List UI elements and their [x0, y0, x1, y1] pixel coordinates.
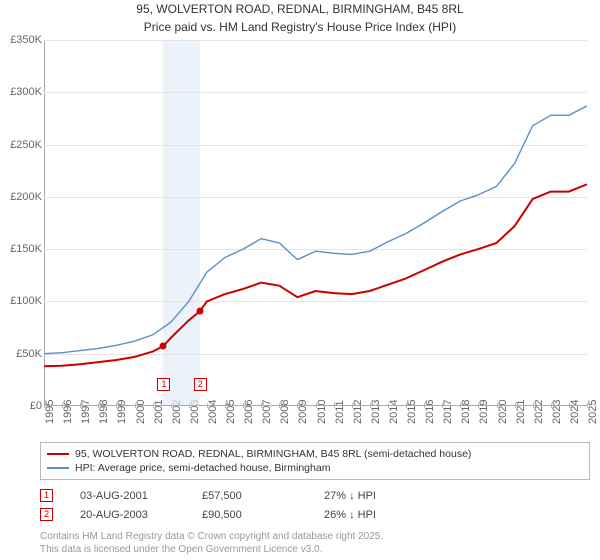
legend: 95, WOLVERTON ROAD, REDNAL, BIRMINGHAM, …	[40, 442, 590, 480]
footer-line-1: Contains HM Land Registry data © Crown c…	[40, 530, 590, 543]
legend-label-hpi: HPI: Average price, semi-detached house,…	[75, 462, 330, 474]
sale-price: £57,500	[196, 490, 318, 502]
y-tick-label: £100K	[10, 295, 42, 307]
sales-table: 1 03-AUG-2001 £57,500 27% ↓ HPI 2 20-AUG…	[40, 486, 590, 524]
y-tick-label: £50K	[16, 348, 42, 360]
title-line-2: Price paid vs. HM Land Registry's House …	[0, 18, 600, 36]
y-tick-label: £200K	[10, 191, 42, 203]
sale-price: £90,500	[196, 509, 318, 521]
footer: Contains HM Land Registry data © Crown c…	[40, 530, 590, 556]
legend-swatch-property	[47, 453, 69, 455]
sale-row: 1 03-AUG-2001 £57,500 27% ↓ HPI	[40, 486, 590, 505]
x-tick-label: 2025	[587, 400, 599, 424]
y-tick-label: £0	[30, 400, 42, 412]
sale-date: 20-AUG-2003	[74, 509, 196, 521]
series-hpi	[44, 106, 587, 354]
sale-marker-icon: 1	[157, 378, 170, 391]
y-tick-label: £150K	[10, 243, 42, 255]
y-tick-label: £250K	[10, 139, 42, 151]
footer-line-2: This data is licensed under the Open Gov…	[40, 543, 590, 556]
sale-point-icon	[196, 308, 203, 315]
y-tick-label: £350K	[10, 34, 42, 46]
legend-swatch-hpi	[47, 467, 69, 469]
sale-marker-icon: 2	[40, 508, 53, 521]
legend-item-property: 95, WOLVERTON ROAD, REDNAL, BIRMINGHAM, …	[47, 447, 583, 461]
series-svg	[44, 40, 587, 406]
y-axis: £0£50K£100K£150K£200K£250K£300K£350K	[4, 40, 44, 406]
sale-row: 2 20-AUG-2003 £90,500 26% ↓ HPI	[40, 505, 590, 524]
sale-delta: 26% ↓ HPI	[318, 509, 440, 521]
sale-point-icon	[160, 342, 167, 349]
sale-marker-icon: 1	[40, 489, 53, 502]
sale-date: 03-AUG-2001	[74, 490, 196, 502]
sale-marker-icon: 2	[194, 378, 207, 391]
plot-area: 12	[44, 40, 588, 406]
series-property	[44, 184, 587, 366]
y-tick-label: £300K	[10, 86, 42, 98]
title-line-1: 95, WOLVERTON ROAD, REDNAL, BIRMINGHAM, …	[0, 0, 600, 18]
sale-delta: 27% ↓ HPI	[318, 490, 440, 502]
legend-item-hpi: HPI: Average price, semi-detached house,…	[47, 461, 583, 475]
chart: £0£50K£100K£150K£200K£250K£300K£350K 199…	[4, 40, 594, 436]
x-axis: 1995199619971998199920002001200220032004…	[44, 406, 588, 436]
legend-label-property: 95, WOLVERTON ROAD, REDNAL, BIRMINGHAM, …	[75, 448, 471, 460]
